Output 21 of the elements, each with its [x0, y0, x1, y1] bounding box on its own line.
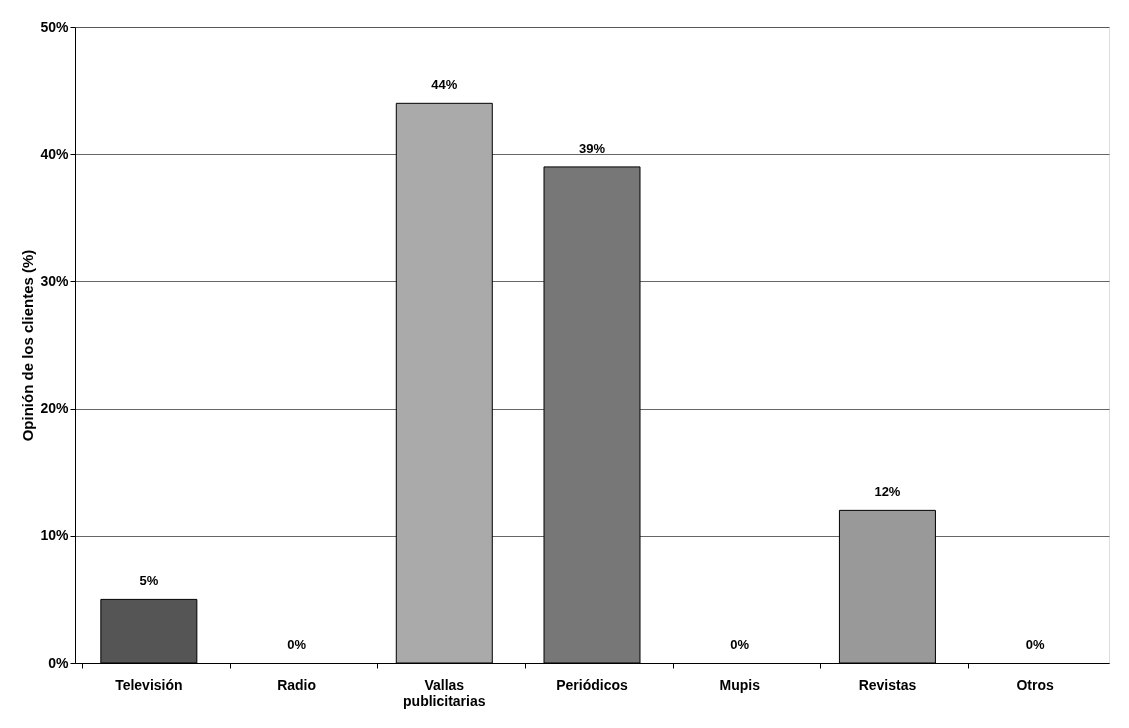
x-tick-label: Otros [1016, 676, 1055, 693]
y-tick-label: 10% [40, 527, 70, 544]
data-label: 39% [578, 140, 606, 156]
x-tick-label: Revistas [858, 676, 917, 693]
x-tick-label: Televisión [115, 676, 183, 693]
y-axis-title: Opinión de los clientes (%) [19, 249, 37, 442]
y-tick-label: 50% [40, 18, 70, 35]
y-tick-label: 40% [40, 145, 70, 162]
data-label: 5% [139, 573, 159, 589]
data-label: 0% [730, 637, 750, 652]
data-label: 12% [874, 484, 901, 500]
x-tick-label: Vallas publicitarias [403, 676, 486, 709]
data-label: 44% [431, 77, 458, 93]
x-tick-label: Periódicos [556, 676, 628, 693]
x-tick-label: Radio [277, 676, 317, 693]
data-label: 0% [1025, 637, 1045, 652]
y-tick-label: 30% [40, 272, 70, 289]
y-tick-label: 20% [40, 400, 70, 417]
y-tick-label: 0% [48, 654, 70, 671]
data-label: 0% [287, 637, 307, 652]
x-tick-label: Mupis [719, 676, 761, 693]
